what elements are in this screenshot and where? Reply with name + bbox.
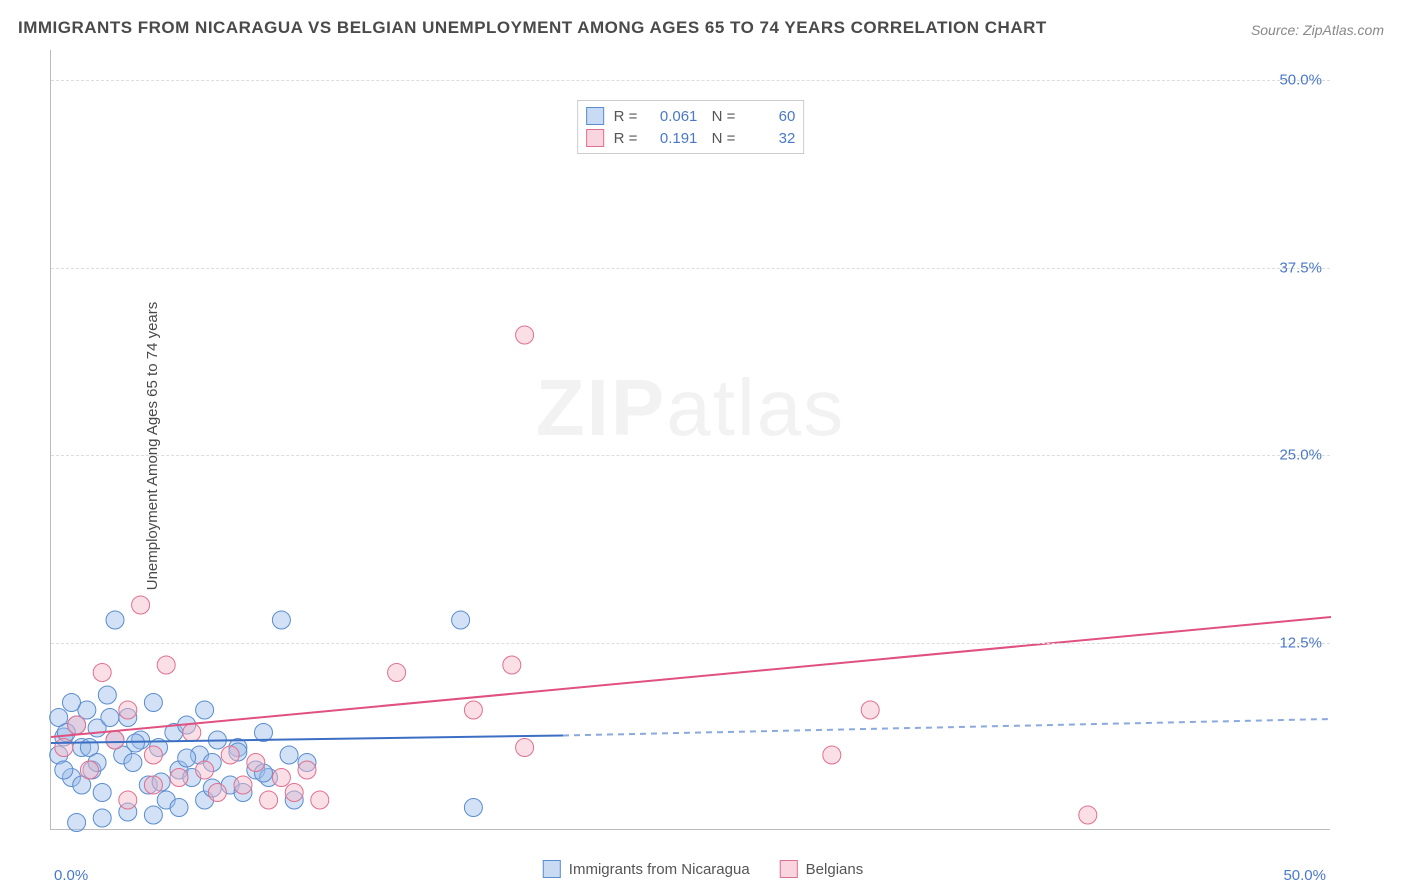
scatter-point (98, 686, 116, 704)
trend-line (51, 617, 1331, 737)
correlation-stats-box: R =0.061 N =60 R =0.191 N =32 (577, 100, 805, 154)
scatter-point (106, 611, 124, 629)
scatter-point (101, 709, 119, 727)
scatter-point (170, 769, 188, 787)
y-tick-label: 25.0% (1279, 447, 1322, 464)
source-attribution: Source: ZipAtlas.com (1251, 22, 1384, 38)
grid-line (51, 455, 1330, 456)
scatter-point (516, 326, 534, 344)
legend-label: Immigrants from Nicaragua (569, 861, 750, 878)
scatter-point (285, 784, 303, 802)
scatter-point (234, 776, 252, 794)
scatter-point (298, 761, 316, 779)
x-axis-min: 0.0% (54, 867, 88, 884)
scatter-point (144, 746, 162, 764)
plot-area: ZIPatlas R =0.061 N =60 R =0.191 N =32 1… (50, 50, 1330, 830)
stat-row-belgians: R =0.191 N =32 (586, 127, 796, 149)
scatter-point (80, 761, 98, 779)
scatter-point (1079, 806, 1097, 824)
swatch-blue-icon (543, 860, 561, 878)
scatter-point (119, 791, 137, 809)
swatch-blue-icon (586, 107, 604, 125)
scatter-point (280, 746, 298, 764)
scatter-point (311, 791, 329, 809)
scatter-point (170, 799, 188, 817)
scatter-point (861, 701, 879, 719)
legend-item-nicaragua: Immigrants from Nicaragua (543, 860, 750, 878)
stat-row-nicaragua: R =0.061 N =60 (586, 105, 796, 127)
grid-line (51, 80, 1330, 81)
x-axis-max: 50.0% (1283, 867, 1326, 884)
legend-label: Belgians (806, 861, 864, 878)
scatter-point (62, 694, 80, 712)
scatter-point (55, 761, 73, 779)
scatter-point (93, 809, 111, 827)
scatter-point (388, 664, 406, 682)
scatter-point (260, 791, 278, 809)
scatter-point (144, 694, 162, 712)
grid-line (51, 643, 1330, 644)
trend-line-extrapolated (563, 719, 1331, 736)
scatter-point (196, 761, 214, 779)
scatter-point (823, 746, 841, 764)
scatter-point (68, 814, 86, 832)
scatter-point (503, 656, 521, 674)
y-tick-label: 12.5% (1279, 634, 1322, 651)
scatter-point (68, 716, 86, 734)
scatter-point (208, 784, 226, 802)
chart-title: IMMIGRANTS FROM NICARAGUA VS BELGIAN UNE… (18, 18, 1047, 38)
scatter-point (93, 664, 111, 682)
scatter-point (144, 806, 162, 824)
scatter-point (452, 611, 470, 629)
scatter-point (119, 701, 137, 719)
scatter-point (221, 746, 239, 764)
scatter-point (464, 701, 482, 719)
swatch-pink-icon (586, 129, 604, 147)
grid-line (51, 268, 1330, 269)
scatter-point (464, 799, 482, 817)
scatter-point (124, 754, 142, 772)
scatter-point (132, 596, 150, 614)
scatter-point (126, 734, 144, 752)
legend-item-belgians: Belgians (780, 860, 864, 878)
scatter-point (55, 739, 73, 757)
y-tick-label: 37.5% (1279, 259, 1322, 276)
scatter-point (106, 731, 124, 749)
legend: Immigrants from Nicaragua Belgians (543, 860, 863, 878)
scatter-point (93, 784, 111, 802)
scatter-point (516, 739, 534, 757)
scatter-point (178, 749, 196, 767)
scatter-point (272, 611, 290, 629)
y-tick-label: 50.0% (1279, 72, 1322, 89)
scatter-point (247, 754, 265, 772)
scatter-point (272, 769, 290, 787)
scatter-point (157, 656, 175, 674)
swatch-pink-icon (780, 860, 798, 878)
scatter-svg (51, 50, 1330, 829)
scatter-point (196, 701, 214, 719)
scatter-point (144, 776, 162, 794)
scatter-point (183, 724, 201, 742)
